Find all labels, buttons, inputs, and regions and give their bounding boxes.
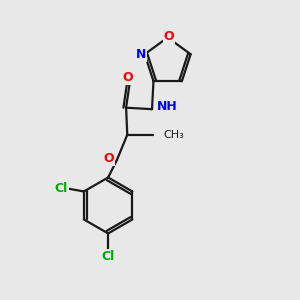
Text: O: O xyxy=(103,152,114,165)
Text: Cl: Cl xyxy=(101,250,115,262)
Text: N: N xyxy=(136,48,146,61)
Text: CH₃: CH₃ xyxy=(164,130,184,140)
Text: NH: NH xyxy=(157,100,178,113)
Text: O: O xyxy=(164,29,175,43)
Text: Cl: Cl xyxy=(55,182,68,195)
Text: O: O xyxy=(123,70,134,84)
